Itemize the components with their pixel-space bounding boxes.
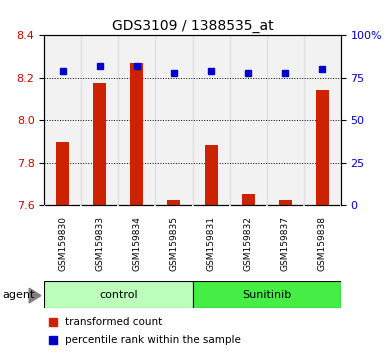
Bar (229, 35, 266, 205)
Bar (156, 35, 192, 205)
Bar (242, 194, 254, 205)
Text: control: control (99, 290, 138, 300)
Bar (279, 200, 291, 205)
Text: GSM159837: GSM159837 (281, 216, 290, 271)
Text: GSM159833: GSM159833 (95, 216, 104, 271)
FancyBboxPatch shape (192, 281, 341, 308)
Bar (119, 35, 156, 205)
Text: GSM159835: GSM159835 (169, 216, 179, 271)
Bar (316, 90, 329, 205)
Bar (44, 35, 81, 205)
Text: GSM159830: GSM159830 (58, 216, 67, 271)
Text: GSM159831: GSM159831 (206, 216, 216, 271)
Bar (192, 35, 229, 205)
Bar (304, 35, 341, 205)
Bar (131, 63, 143, 205)
Text: GSM159838: GSM159838 (318, 216, 327, 271)
Polygon shape (29, 288, 41, 303)
Text: GSM159832: GSM159832 (244, 216, 253, 271)
Text: Sunitinib: Sunitinib (242, 290, 291, 300)
Bar (94, 83, 106, 205)
Bar (204, 145, 218, 205)
Text: transformed count: transformed count (65, 318, 162, 327)
FancyBboxPatch shape (44, 281, 192, 308)
Bar (56, 142, 69, 205)
Bar (81, 35, 119, 205)
Bar (167, 200, 181, 205)
Text: percentile rank within the sample: percentile rank within the sample (65, 335, 241, 344)
Bar (267, 35, 304, 205)
Text: GSM159834: GSM159834 (132, 216, 141, 271)
Text: agent: agent (2, 290, 34, 300)
Title: GDS3109 / 1388535_at: GDS3109 / 1388535_at (112, 19, 273, 33)
